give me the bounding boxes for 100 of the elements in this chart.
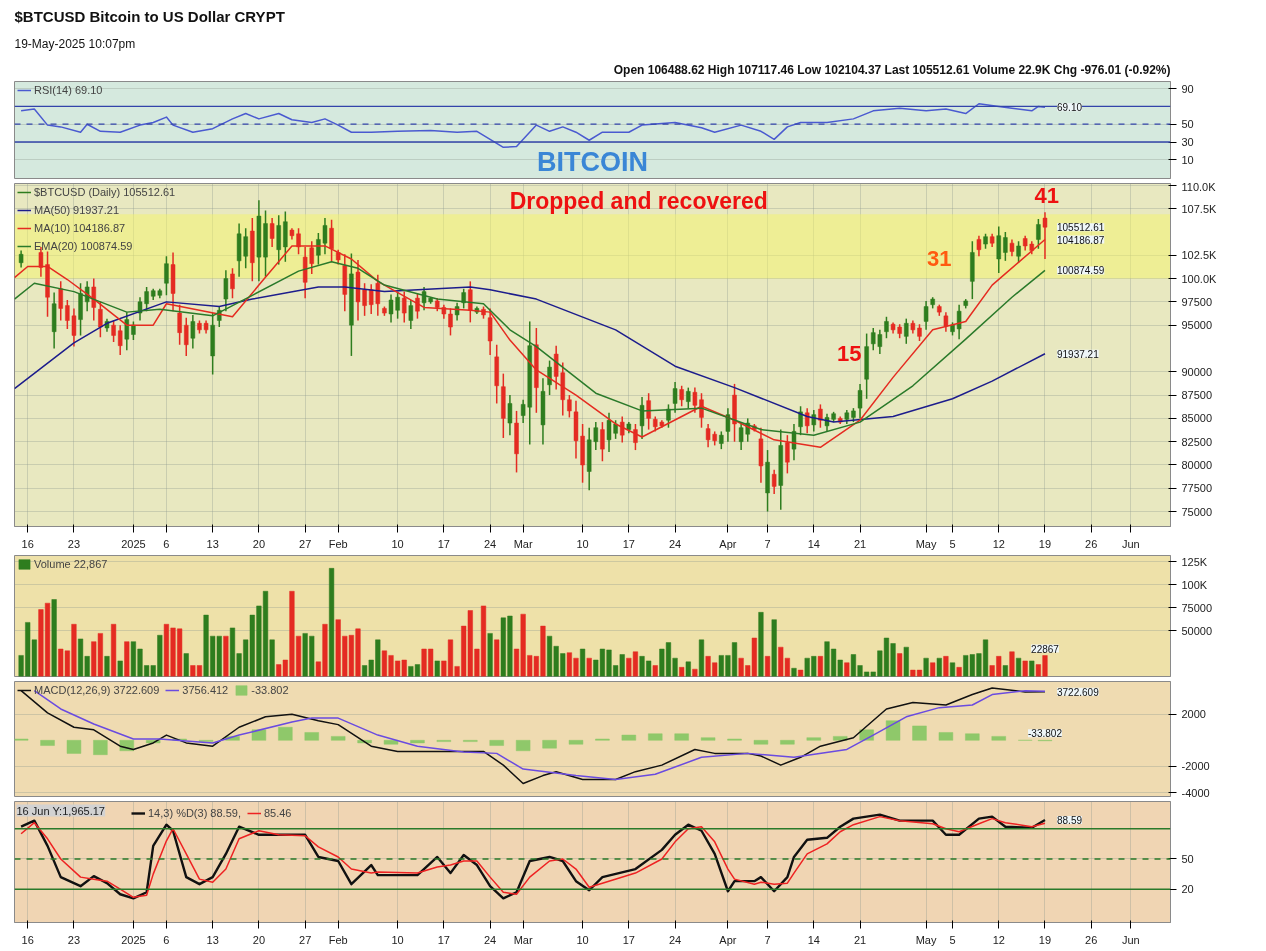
y-tick-label: 30 — [1181, 136, 1194, 149]
bar — [674, 733, 689, 741]
x-tick-label: 14 — [807, 537, 820, 550]
x-tick-label: 7 — [764, 537, 771, 550]
legend-label: MA(10) 104186.87 — [34, 222, 126, 234]
annotation: 41 — [1034, 183, 1060, 209]
y-tick-label: 50 — [1181, 852, 1194, 865]
bar — [251, 729, 267, 741]
candlestick — [996, 225, 1001, 274]
bar — [771, 619, 777, 677]
candlestick — [619, 415, 625, 444]
y-tick-label: 80000 — [1181, 458, 1213, 471]
candlestick — [461, 288, 466, 310]
x-tick-label: Mar — [513, 537, 533, 550]
bar — [515, 740, 531, 752]
annotation: 31 — [927, 246, 952, 272]
candlestick — [177, 303, 182, 346]
candlestick — [646, 392, 651, 431]
bar — [844, 662, 850, 677]
x-tick-label: 21 — [853, 933, 867, 946]
annotation: Dropped and recovered — [509, 187, 768, 214]
x-tick-label: 24 — [483, 537, 497, 550]
candlestick — [58, 280, 63, 322]
x-tick-label: 23 — [67, 933, 81, 946]
bar — [487, 633, 493, 677]
bar — [991, 736, 1006, 741]
x-tick-label: 27 — [299, 537, 312, 550]
bar — [93, 740, 108, 755]
x-tick-label: 2025 — [121, 537, 146, 550]
candlestick — [84, 280, 90, 312]
x-tick-label: Jun — [1122, 933, 1140, 946]
candlestick — [884, 316, 889, 339]
y-tick-label: 107.5K — [1181, 202, 1218, 215]
bar — [621, 734, 637, 741]
y-tick-label: 85000 — [1181, 412, 1213, 425]
bar — [791, 668, 797, 677]
candlestick — [547, 359, 552, 396]
x-tick-label: 16 — [21, 537, 34, 550]
bar — [648, 733, 663, 741]
legend-label: EMA(20) 100874.59 — [34, 240, 133, 252]
bar — [758, 612, 764, 677]
bar — [912, 725, 927, 741]
candlestick — [402, 290, 407, 324]
text: Open 106488.62 High 107117.46 Low 102104.37 Last 105512.61 Volume 22.9K Chg -976.01 (-0.92%) — [613, 62, 1171, 77]
y-tick-label: 77500 — [1181, 482, 1213, 495]
bar — [1029, 660, 1035, 677]
bar — [383, 740, 399, 745]
x-tick-label: 24 — [668, 537, 682, 550]
line-series — [20, 103, 1046, 149]
candlestick — [164, 255, 169, 297]
x-tick-label: May — [915, 933, 937, 946]
candlestick — [269, 217, 275, 248]
legend-label: 85.46 — [263, 807, 292, 819]
bar — [494, 639, 500, 677]
legend-label: MACD(12,26,9) 3722.609 — [34, 684, 160, 696]
legend-label: 3756.412 — [182, 684, 229, 696]
bar — [692, 668, 698, 677]
x-tick-label: 17 — [437, 537, 450, 550]
bar — [329, 568, 335, 677]
bar — [104, 656, 110, 677]
bar — [124, 641, 130, 677]
x-tick-label: 23 — [67, 537, 81, 550]
bar — [1002, 665, 1008, 677]
candlestick — [666, 403, 671, 429]
x-tick-label: 12 — [992, 933, 1005, 946]
x-tick-label: 20 — [252, 537, 266, 550]
x-tick-label: 7 — [764, 933, 771, 946]
annotation: 16 Jun Y:1,965.17 — [16, 804, 105, 817]
bar — [956, 667, 962, 677]
y-tick-label: 97500 — [1181, 295, 1213, 308]
y-tick-label: 82500 — [1181, 435, 1213, 448]
y-tick-label: 50000 — [1181, 624, 1213, 637]
legend-label: $BTCUSD (Daily) 105512.61 — [34, 186, 176, 198]
x-tick-label: May — [915, 537, 937, 550]
candlestick — [1016, 240, 1021, 264]
bar — [304, 732, 319, 741]
bar — [278, 726, 293, 741]
y-tick-label: 100.0K — [1181, 272, 1218, 285]
x-tick-label: 16 — [21, 933, 34, 946]
bar — [764, 656, 771, 677]
x-tick-label: 6 — [163, 933, 170, 946]
x-tick-label: 17 — [622, 933, 635, 946]
bar — [1016, 657, 1022, 677]
bar — [930, 662, 936, 677]
candlestick — [507, 394, 513, 436]
bar — [183, 653, 189, 677]
bar — [700, 737, 716, 741]
y-tick-label: 102.5K — [1181, 249, 1218, 262]
x-tick-label: 5 — [949, 933, 956, 946]
x-tick-label: 27 — [299, 933, 312, 946]
y-tick-label: 50 — [1181, 118, 1194, 131]
legend-label: MA(50) 91937.21 — [34, 204, 119, 216]
bar — [753, 740, 769, 745]
candlestick — [679, 385, 684, 408]
candlestick — [943, 311, 949, 333]
candlestick — [111, 319, 116, 343]
y-tick-label: 110.0K — [1181, 180, 1217, 193]
candlestick — [923, 300, 929, 331]
x-tick-label: 17 — [437, 933, 450, 946]
annotation: BITCOIN — [537, 147, 648, 178]
